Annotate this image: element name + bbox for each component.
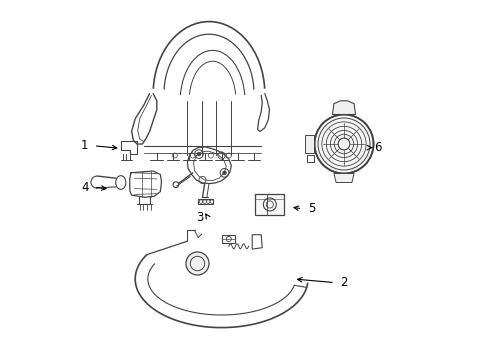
Circle shape <box>315 114 373 174</box>
Text: 6: 6 <box>374 141 382 154</box>
Circle shape <box>338 138 350 150</box>
Circle shape <box>222 171 226 175</box>
Text: 2: 2 <box>340 276 348 289</box>
Polygon shape <box>255 194 284 215</box>
Circle shape <box>197 152 201 156</box>
Text: 1: 1 <box>81 139 89 152</box>
Text: 5: 5 <box>308 202 315 215</box>
Circle shape <box>186 252 209 275</box>
Polygon shape <box>333 101 356 114</box>
Text: 4: 4 <box>81 181 89 194</box>
Polygon shape <box>334 174 354 183</box>
Text: 3: 3 <box>196 211 204 224</box>
Polygon shape <box>305 135 315 153</box>
